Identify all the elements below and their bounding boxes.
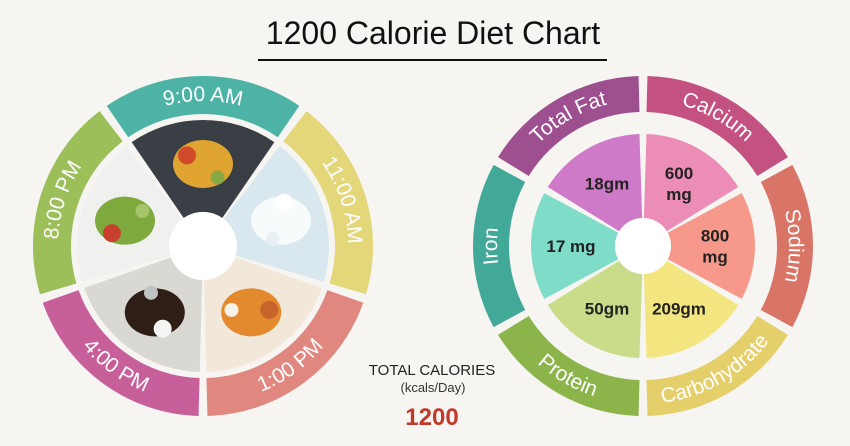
nutrient-name-iron: Iron — [479, 226, 503, 266]
fish-curry-image — [203, 257, 322, 372]
meal-ring-segment-4-00-pm — [42, 290, 200, 416]
nutrient-amount-sodium: 800 mg — [701, 227, 729, 267]
rice-bowl-image — [131, 119, 275, 218]
page-title: 1200 Calorie Diet Chart — [266, 15, 601, 51]
nutrient-chart-center — [615, 218, 671, 274]
nutrient-amount-protein: 50gm — [585, 299, 629, 318]
nutrient-amount-calcium: 600 mg — [665, 164, 693, 204]
salad-bowl-image — [77, 146, 183, 282]
nutrient-wedge-carbohydrate — [643, 260, 739, 358]
nutrient-ring-segment-total-fat — [498, 76, 640, 176]
nutrient-wedge-protein — [547, 260, 643, 358]
nutrient-amount-iron: 17 mg — [546, 237, 595, 256]
nutrient-ring-segment-iron — [473, 164, 526, 328]
nutrient-amount-carbohydrate: 209gm — [652, 299, 706, 318]
nutrient-ring-segment-calcium — [646, 76, 788, 176]
nutrient-ring-segment-sodium — [760, 164, 813, 328]
nutrient-wedge-calcium — [643, 134, 739, 232]
nutrient-wedge-total-fat — [547, 134, 643, 232]
total-calories-heading: TOTAL CALORIES — [369, 362, 495, 379]
total-calories-value: 1200 — [405, 404, 458, 431]
meal-ring-segment-11-00-am — [283, 111, 373, 295]
meal-ring-segment-9-00-am — [106, 75, 300, 138]
meal-ring-segment-1-00-pm — [206, 290, 364, 416]
nutrient-wedge-iron — [531, 193, 619, 299]
tea-cup-image — [84, 257, 203, 372]
milk-glasses-image — [223, 146, 329, 282]
nutrient-ring-segment-carbohydrate — [646, 316, 788, 416]
total-calories-panel: TOTAL CALORIES (kcals/Day) 1200 — [369, 362, 495, 431]
total-calories-unit: (kcals/Day) — [400, 380, 465, 395]
nutrient-name-sodium: Sodium — [780, 207, 807, 284]
nutrient-amount-total-fat: 18gm — [585, 175, 629, 194]
meal-chart-center — [169, 212, 237, 280]
meal-ring-segment-8-00-pm — [32, 111, 123, 295]
nutrient-wedge-sodium — [667, 193, 755, 299]
nutrient-ring-segment-protein — [498, 316, 640, 416]
